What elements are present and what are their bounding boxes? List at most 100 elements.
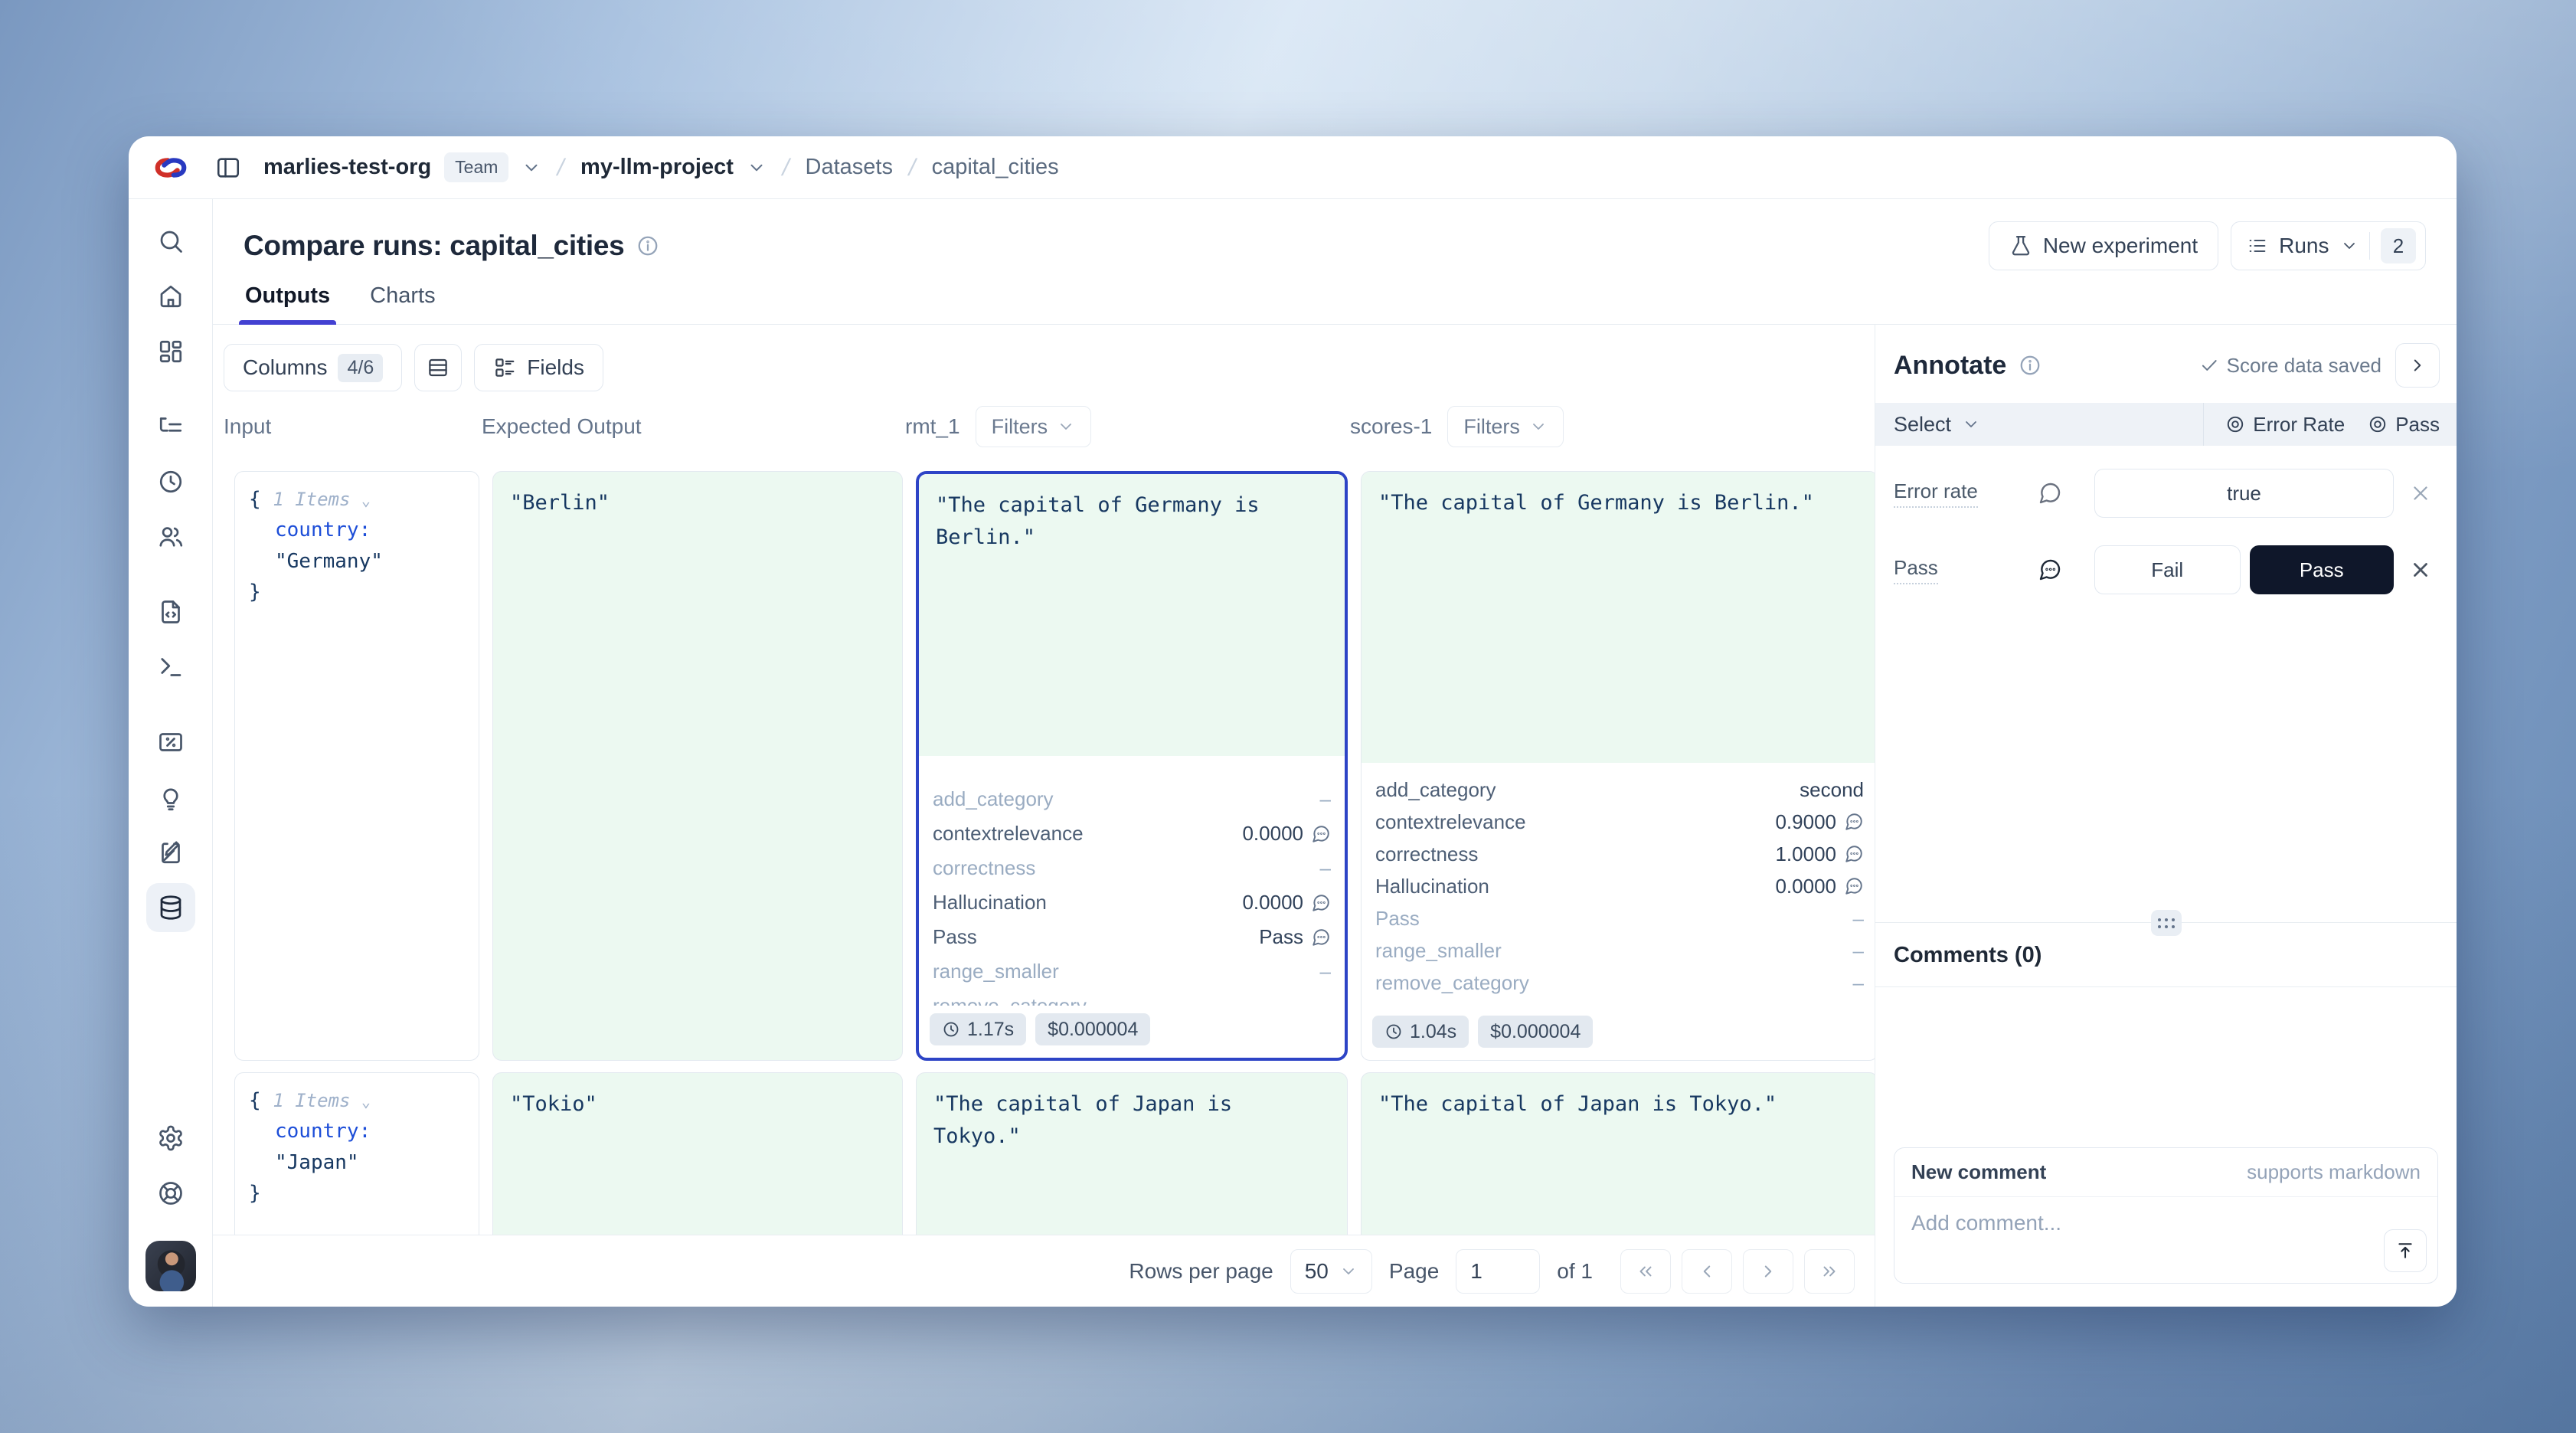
chevron-down-icon <box>1532 424 1544 430</box>
run2-output-cell[interactable]: "The capital of Japan is Tokyo." <box>1361 1072 1875 1235</box>
evaluations-icon[interactable] <box>146 718 195 767</box>
user-avatar[interactable] <box>145 1241 196 1291</box>
page-number-input[interactable] <box>1456 1248 1541 1294</box>
score-chip[interactable]: Pass <box>2368 413 2440 437</box>
chevron-down-icon <box>2343 243 2355 249</box>
pass-option-button[interactable]: Pass <box>2249 545 2394 594</box>
breadcrumb-separator: / <box>554 153 567 181</box>
breadcrumb-section[interactable]: Datasets <box>805 155 893 179</box>
list-icon <box>2249 239 2266 253</box>
annotations-clipboard-icon[interactable] <box>146 828 195 877</box>
run1-filters-button[interactable]: Filters <box>975 406 1092 447</box>
rows-per-page-select[interactable]: 50 <box>1290 1248 1372 1294</box>
score-comment-icon[interactable] <box>1311 928 1331 947</box>
column-header-run1[interactable]: rmt_1 <box>905 414 960 438</box>
table-row: { 1 Items ⌄ country: "Germany" } "Berlin… <box>224 471 1875 1061</box>
file-code-icon[interactable] <box>146 587 195 636</box>
error-rate-value-input[interactable] <box>2094 469 2394 518</box>
check-icon <box>2202 360 2217 371</box>
column-header-input[interactable]: Input <box>224 414 272 438</box>
score-comment-icon[interactable] <box>1311 893 1331 913</box>
run2-output-text: "The capital of Germany is Berlin." <box>1362 472 1875 763</box>
pass-label: Pass <box>1894 556 1938 584</box>
json-items-toggle[interactable]: 1 Items ⌄ <box>273 1090 371 1111</box>
terminal-icon[interactable] <box>146 643 195 692</box>
score-select-dropdown[interactable]: Select <box>1894 413 1980 437</box>
history-clock-icon[interactable] <box>146 457 195 506</box>
search-icon[interactable] <box>146 217 195 266</box>
project-chevron-down-icon[interactable] <box>747 158 767 178</box>
breadcrumb-separator: / <box>906 153 919 181</box>
breadcrumb-dataset[interactable]: capital_cities <box>931 155 1059 179</box>
annotate-info-icon[interactable] <box>2019 354 2042 377</box>
submit-comment-button[interactable] <box>2384 1229 2427 1272</box>
fail-option-button[interactable]: Fail <box>2094 545 2241 594</box>
last-page-button[interactable] <box>1804 1248 1855 1294</box>
runs-dropdown[interactable]: Runs 2 <box>2231 221 2426 270</box>
expected-output-cell[interactable]: "Tokio" <box>492 1072 903 1235</box>
json-items-toggle[interactable]: 1 Items ⌄ <box>273 489 371 510</box>
first-page-button[interactable] <box>1620 1248 1671 1294</box>
insights-lightbulb-icon[interactable] <box>146 773 195 822</box>
row-height-button[interactable] <box>414 344 463 391</box>
error-rate-clear-icon[interactable] <box>2409 482 2432 505</box>
chevrons-left-icon <box>1639 1266 1652 1276</box>
run1-scores-list: add_category – <box>919 756 1345 1006</box>
app-logo[interactable] <box>129 155 213 181</box>
input-cell[interactable]: { 1 Items ⌄ country: "Germany" } <box>234 471 479 1061</box>
breadcrumb-org[interactable]: marlies-test-org <box>263 155 432 179</box>
tab-outputs[interactable]: Outputs <box>238 273 337 325</box>
column-header-expected-output[interactable]: Expected Output <box>482 414 642 438</box>
score-row: add_category – <box>933 787 1331 810</box>
input-cell[interactable]: { 1 Items ⌄ country: "Japan" } <box>234 1072 479 1235</box>
error-rate-comment-icon[interactable] <box>2038 481 2085 505</box>
panel-resize-divider <box>1875 910 2457 937</box>
breadcrumb-separator: / <box>780 153 793 181</box>
users-icon[interactable] <box>146 512 195 561</box>
title-info-icon[interactable] <box>636 234 659 257</box>
score-comment-icon[interactable] <box>1844 876 1864 896</box>
score-chip[interactable]: Error Rate <box>2225 413 2345 437</box>
score-comment-icon[interactable] <box>1311 824 1331 844</box>
score-comment-icon[interactable] <box>1844 844 1864 864</box>
comments-heading: Comments (0) <box>1875 923 2457 988</box>
resize-drag-handle[interactable] <box>2150 910 2182 937</box>
datasets-database-icon[interactable] <box>145 883 195 932</box>
chevron-right-icon <box>1764 1265 1772 1277</box>
new-experiment-button[interactable]: New experiment <box>1988 221 2219 270</box>
sidebar-toggle-icon[interactable] <box>213 152 244 183</box>
dashboard-icon[interactable] <box>146 327 195 376</box>
tab-charts[interactable]: Charts <box>370 283 436 308</box>
run1-output-cell[interactable]: "The capital of Japan is Tokyo." <box>916 1072 1348 1235</box>
support-lifebuoy-icon[interactable] <box>146 1169 195 1218</box>
score-row: add_category second <box>1375 777 1864 801</box>
fields-button[interactable]: Fields <box>474 344 603 391</box>
breadcrumb: marlies-test-org Team / my-llm-project /… <box>263 152 1059 182</box>
run1-output-cell-selected[interactable]: "The capital of Germany is Berlin." add_… <box>916 471 1348 1061</box>
page-label: Page <box>1388 1258 1440 1283</box>
org-chevron-down-icon[interactable] <box>521 158 541 178</box>
column-header-run2[interactable]: scores-1 <box>1350 414 1433 438</box>
settings-gear-icon[interactable] <box>146 1114 195 1163</box>
collapse-panel-button[interactable] <box>2395 343 2440 388</box>
comment-textarea[interactable]: Add comment... <box>1894 1197 2437 1283</box>
run2-filters-button[interactable]: Filters <box>1447 406 1564 447</box>
score-row: Hallucination 0.0000 <box>1362 870 1875 902</box>
score-row: range_smaller – <box>933 960 1331 983</box>
expected-output-cell[interactable]: "Berlin" <box>492 471 903 1061</box>
next-page-button[interactable] <box>1743 1248 1793 1294</box>
score-row: correctness 1.0000 <box>1362 838 1875 870</box>
home-icon[interactable] <box>146 272 195 321</box>
pass-clear-icon[interactable] <box>2409 558 2432 581</box>
pass-comment-icon[interactable] <box>2038 558 2085 582</box>
run2-output-cell[interactable]: "The capital of Germany is Berlin." add_… <box>1361 471 1875 1061</box>
fields-icon <box>495 358 515 377</box>
score-comment-icon[interactable] <box>1844 812 1864 832</box>
breadcrumb-project[interactable]: my-llm-project <box>580 155 734 179</box>
table-body: { 1 Items ⌄ country: "Germany" } "Berlin… <box>213 451 1875 1235</box>
traces-tree-icon[interactable] <box>146 402 195 451</box>
columns-button[interactable]: Columns 4/6 <box>224 344 403 391</box>
table-header-row: Input Expected Output rmt_1 Filters scor… <box>213 402 1875 451</box>
previous-page-button[interactable] <box>1682 1248 1732 1294</box>
score-target-icon <box>2228 416 2244 433</box>
